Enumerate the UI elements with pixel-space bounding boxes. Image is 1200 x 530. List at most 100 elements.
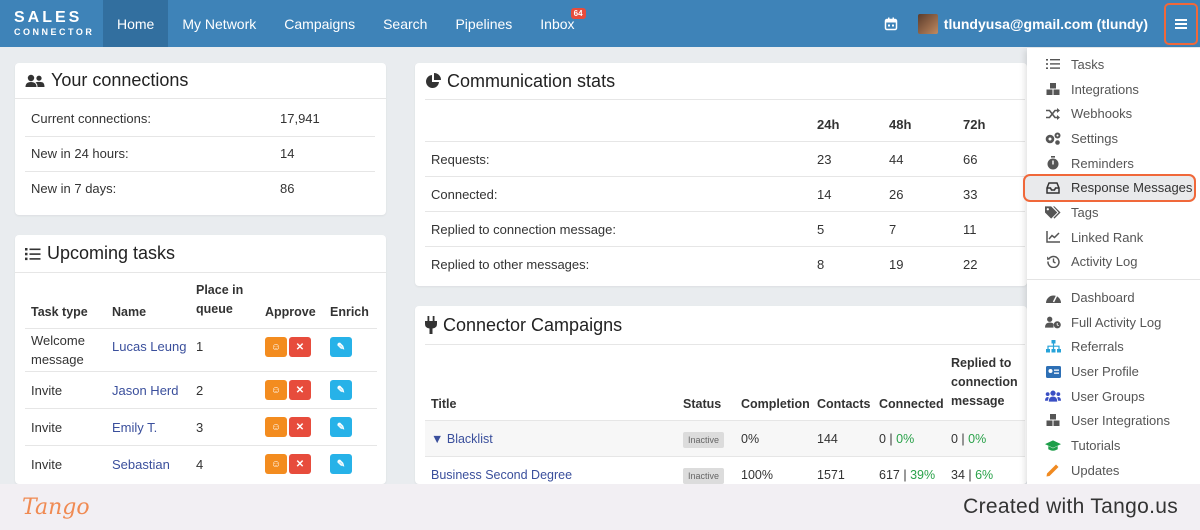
campaign-completion: 100% bbox=[741, 456, 817, 484]
enrich-magic-button[interactable]: ✎ bbox=[330, 454, 352, 475]
task-contact-link[interactable]: Sebastian bbox=[112, 456, 170, 472]
connections-title: Your connections bbox=[15, 63, 386, 99]
menu-highlight-outline bbox=[1023, 174, 1196, 203]
menu-item-updates[interactable]: Updates bbox=[1027, 458, 1200, 483]
reject-button[interactable]: ✕ bbox=[289, 337, 311, 357]
col-status: Status bbox=[683, 344, 741, 421]
table-row: Welcome message Lucas Leung 1 ☺ ✕ ✎ bbox=[25, 328, 377, 372]
reject-button[interactable]: ✕ bbox=[289, 454, 311, 475]
nav-inbox[interactable]: Inbox 64 bbox=[526, 0, 588, 47]
inbox-count-badge: 64 bbox=[570, 8, 586, 19]
connector-campaigns-card: Connector Campaigns Title Status Complet… bbox=[415, 306, 1027, 484]
menu-item-label: Reminders bbox=[1071, 155, 1134, 171]
campaign-completion: 0% bbox=[741, 420, 817, 457]
campaigns-table: Title Status Completion Contacts Connect… bbox=[425, 344, 1025, 484]
menu-item-tasks[interactable]: Tasks bbox=[1027, 52, 1200, 77]
nav-inbox-label: Inbox bbox=[540, 15, 575, 32]
menu-item-label: Linked Rank bbox=[1071, 229, 1144, 245]
stat-label: Requests: bbox=[425, 141, 817, 177]
calendar-icon[interactable] bbox=[884, 17, 898, 31]
approve-smile-button[interactable]: ☺ bbox=[265, 380, 287, 400]
stat-72h: 33 bbox=[963, 176, 1025, 212]
hamburger-menu-button[interactable] bbox=[1164, 2, 1198, 45]
approve-smile-button[interactable]: ☺ bbox=[265, 454, 287, 475]
stats-title: Communication stats bbox=[415, 63, 1027, 99]
approve-smile-button[interactable]: ☺ bbox=[265, 337, 287, 357]
reject-button[interactable]: ✕ bbox=[289, 417, 311, 437]
nav-my-network[interactable]: My Network bbox=[168, 0, 270, 47]
task-type: Welcome message bbox=[25, 328, 112, 372]
menu-item-label: Tutorials bbox=[1071, 438, 1121, 454]
user-account-label[interactable]: tlundyusa@gmail.com (tlundy) bbox=[943, 15, 1148, 32]
table-header-row: Title Status Completion Contacts Connect… bbox=[425, 344, 1025, 421]
menu-item-webhooks[interactable]: Webhooks bbox=[1027, 101, 1200, 126]
hamburger-icon bbox=[1175, 22, 1187, 25]
stat-48h: 7 bbox=[889, 211, 963, 247]
table-row: Invite Jason Herd 2 ☺ ✕ ✎ bbox=[25, 371, 377, 409]
menu-item-settings[interactable]: Settings bbox=[1027, 126, 1200, 151]
stat-24h: 5 bbox=[817, 211, 889, 247]
menu-item-activity-log[interactable]: Activity Log bbox=[1027, 250, 1200, 275]
menu-item-tags[interactable]: Tags bbox=[1027, 200, 1200, 225]
menu-item-label: Activity Log bbox=[1071, 254, 1138, 270]
users-icon bbox=[25, 74, 45, 87]
enrich-magic-button[interactable]: ✎ bbox=[330, 417, 352, 437]
status-badge: Inactive bbox=[683, 431, 725, 448]
cogs-icon bbox=[1045, 131, 1061, 145]
connections-value: 86 bbox=[280, 170, 375, 206]
chart-line-icon bbox=[1045, 230, 1061, 244]
menu-item-tutorials[interactable]: Tutorials bbox=[1027, 433, 1200, 458]
nav-search[interactable]: Search bbox=[369, 0, 441, 47]
table-row: Replied to other messages: 8 19 22 bbox=[425, 246, 1025, 282]
connections-value: 14 bbox=[280, 135, 375, 171]
approve-smile-button[interactable]: ☺ bbox=[265, 417, 287, 437]
menu-item-reminders[interactable]: Reminders bbox=[1027, 151, 1200, 176]
nav-home[interactable]: Home bbox=[103, 0, 169, 47]
col-connected: Connected bbox=[879, 344, 951, 421]
stat-24h: 14 bbox=[817, 176, 889, 212]
table-row: Replied to connection message: 5 7 11 bbox=[425, 211, 1025, 247]
communication-stats-card: Communication stats 24h 48h 72h Requests… bbox=[415, 63, 1027, 286]
menu-item-label: Webhooks bbox=[1071, 106, 1133, 122]
campaign-connected-pct: 0% bbox=[896, 431, 915, 446]
menu-item-label: Settings bbox=[1071, 130, 1118, 146]
menu-item-response-messages[interactable]: Response Messages bbox=[1023, 174, 1200, 203]
campaign-link[interactable]: Business Second Degree bbox=[431, 467, 573, 482]
pie-chart-icon bbox=[426, 73, 441, 88]
menu-item-full-activity-log[interactable]: Full Activity Log bbox=[1027, 310, 1200, 335]
menu-item-linked-rank[interactable]: Linked Rank bbox=[1027, 225, 1200, 250]
menu-item-user-integrations[interactable]: User Integrations bbox=[1027, 409, 1200, 434]
menu-item-label: Response Messages bbox=[1071, 180, 1193, 196]
menu-item-integrations[interactable]: Integrations bbox=[1027, 77, 1200, 102]
campaigns-title: Connector Campaigns bbox=[415, 306, 1027, 344]
task-contact-link[interactable]: Lucas Leung bbox=[112, 339, 187, 354]
nav-campaigns[interactable]: Campaigns bbox=[270, 0, 369, 47]
task-contact-link[interactable]: Jason Herd bbox=[112, 382, 179, 398]
id-card-icon bbox=[1045, 365, 1061, 379]
tags-icon bbox=[1045, 205, 1061, 219]
menu-item-label: User Groups bbox=[1071, 388, 1145, 404]
reject-button[interactable]: ✕ bbox=[289, 380, 311, 400]
table-row: Connected: 14 26 33 bbox=[425, 176, 1025, 212]
enrich-magic-button[interactable]: ✎ bbox=[330, 380, 352, 400]
stat-72h: 66 bbox=[963, 141, 1025, 177]
task-queue-place: 4 bbox=[196, 445, 265, 483]
menu-item-user-profile[interactable]: User Profile bbox=[1027, 359, 1200, 384]
menu-item-user-groups[interactable]: User Groups bbox=[1027, 384, 1200, 409]
menu-item-dashboard[interactable]: Dashboard bbox=[1027, 285, 1200, 310]
menu-item-referrals[interactable]: Referrals bbox=[1027, 335, 1200, 360]
connections-table: Current connections: 17,941 New in 24 hou… bbox=[25, 101, 375, 206]
user-avatar[interactable] bbox=[917, 13, 938, 34]
enrich-magic-button[interactable]: ✎ bbox=[330, 337, 352, 357]
menu-item-label: Dashboard bbox=[1071, 290, 1135, 306]
stat-label: Replied to other messages: bbox=[425, 246, 817, 282]
sales-connector-logo[interactable]: SALES CONNECTOR bbox=[0, 0, 103, 47]
table-row: ▼ Blacklist Inactive 0% 144 0 | 0% 0 | 0… bbox=[425, 420, 1025, 457]
stats-table: 24h 48h 72h Requests: 23 44 66 Connected: 14… bbox=[425, 99, 1025, 282]
task-contact-link[interactable]: Emily T. bbox=[112, 419, 158, 435]
tasks-table: Task type Name Place in queue Approve En… bbox=[25, 281, 377, 483]
nav-pipelines[interactable]: Pipelines bbox=[441, 0, 526, 47]
campaign-link[interactable]: Blacklist bbox=[446, 431, 493, 446]
nav-my-network-label: My Network bbox=[182, 15, 257, 32]
nav-home-label: Home bbox=[117, 15, 155, 32]
